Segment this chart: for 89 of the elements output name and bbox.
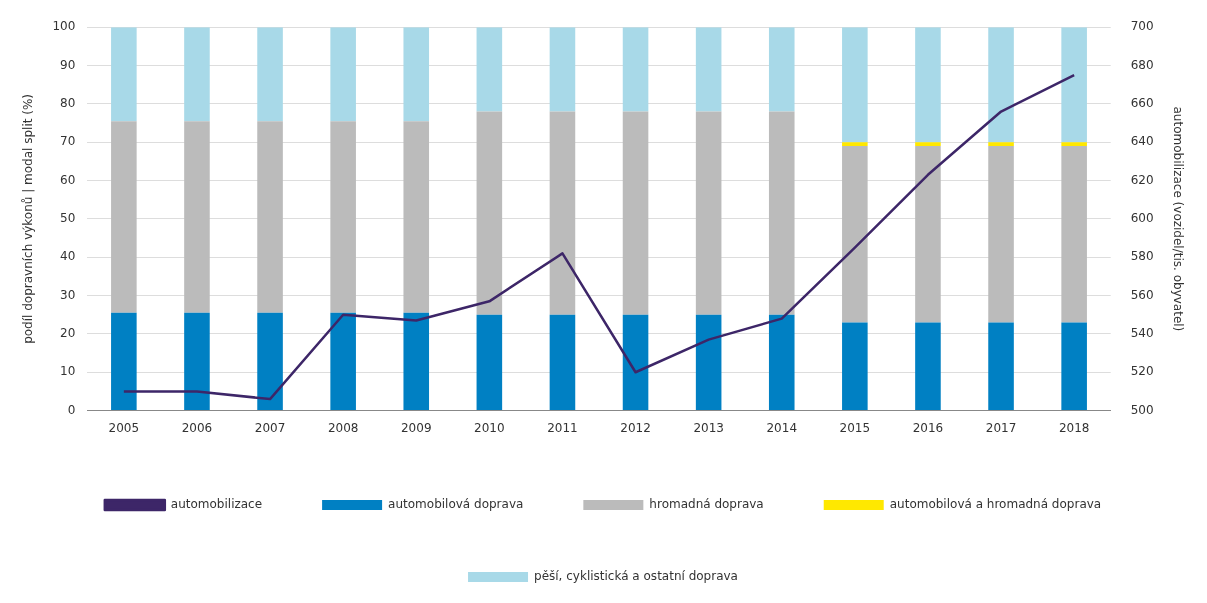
x-tick-label: 2009 (400, 420, 432, 435)
bar (915, 142, 941, 147)
bar (622, 27, 649, 112)
x-tick-label: 2015 (839, 420, 871, 435)
x-tick-label: 2007 (254, 420, 286, 435)
bar (330, 121, 356, 313)
bar (403, 312, 430, 411)
y2-tick-label: 680 (1130, 57, 1154, 72)
y-tick-label: 20 (60, 326, 76, 341)
bar (257, 27, 283, 122)
x-tick-label: 2018 (1058, 420, 1090, 435)
y-tick-label: 30 (60, 287, 76, 302)
bar (1061, 142, 1087, 147)
x-tick-label: 2017 (985, 420, 1017, 435)
bar (476, 27, 503, 112)
x-tick-label: 2005 (108, 420, 140, 435)
y2-tick-label: 640 (1130, 134, 1154, 149)
x-tick-label: 2008 (327, 420, 359, 435)
bar (184, 27, 210, 122)
bar (184, 312, 210, 411)
legend-label: pěší, cyklistická a ostatní doprava (534, 569, 738, 584)
y2-tick-label: 600 (1130, 211, 1154, 226)
bar (988, 27, 1014, 143)
y2-tick-label: 620 (1130, 172, 1154, 187)
bar (842, 146, 868, 323)
y-tick-label: 100 (52, 19, 76, 34)
bar (988, 322, 1014, 411)
bar (257, 312, 283, 411)
bar (330, 27, 356, 122)
y2-tick-label: 660 (1130, 96, 1154, 110)
y-tick-label: 80 (60, 96, 76, 110)
y-axis-title: podíl dopravních výkonů | modal split (%) (21, 93, 36, 344)
bar (988, 142, 1014, 147)
y2-tick-label: 540 (1130, 326, 1154, 341)
bar (1061, 146, 1087, 323)
y2-tick-label: 500 (1130, 402, 1154, 417)
bar (622, 314, 649, 411)
legend-label: automobilová a hromadná doprava (889, 497, 1102, 512)
y-tick-label: 40 (60, 249, 76, 264)
x-tick-label: 2014 (766, 420, 798, 435)
bar (1061, 27, 1087, 143)
y2-tick-label: 580 (1130, 249, 1154, 264)
bar (1061, 322, 1087, 411)
bar (111, 312, 137, 411)
x-tick-label: 2011 (547, 420, 578, 435)
bar (403, 27, 430, 122)
bar (842, 27, 868, 143)
bar (549, 314, 576, 411)
bar (257, 121, 283, 313)
bar (111, 121, 137, 313)
bar (768, 111, 795, 315)
y2-axis-title: automobilizace (vozidel/tis. obyvatel) (1170, 106, 1185, 332)
bar (476, 111, 503, 315)
y2-tick-label: 560 (1130, 287, 1154, 302)
bar (695, 314, 722, 411)
x-tick-label: 2010 (474, 420, 505, 435)
y2-tick-label: 700 (1130, 19, 1154, 34)
bar (549, 111, 576, 315)
bar (403, 121, 430, 313)
bar (111, 27, 137, 122)
bar (988, 146, 1014, 323)
bar (330, 312, 356, 411)
bar (622, 111, 649, 315)
x-tick-label: 2012 (620, 420, 651, 435)
y-tick-label: 90 (60, 57, 76, 72)
bar (915, 27, 941, 143)
y2-tick-label: 520 (1130, 364, 1154, 379)
legend-label: automobilová doprava (388, 497, 524, 512)
legend-label: hromadná doprava (649, 497, 764, 512)
x-tick-label: 2013 (693, 420, 724, 435)
bar (915, 322, 941, 411)
y-tick-label: 0 (67, 402, 76, 417)
bar (695, 111, 722, 315)
bar (768, 314, 795, 411)
x-tick-label: 2016 (912, 420, 944, 435)
y-tick-label: 10 (60, 364, 76, 379)
bar (549, 27, 576, 112)
bar (184, 121, 210, 313)
bar (842, 142, 868, 147)
y-tick-label: 70 (60, 134, 76, 149)
bar (915, 146, 941, 323)
legend-label: automobilizace (170, 497, 263, 512)
y-tick-label: 50 (60, 211, 76, 226)
bar (768, 27, 795, 112)
bar (842, 322, 868, 411)
x-tick-label: 2006 (181, 420, 213, 435)
bar (695, 27, 722, 112)
bar (476, 314, 503, 411)
y-tick-label: 60 (60, 172, 76, 187)
